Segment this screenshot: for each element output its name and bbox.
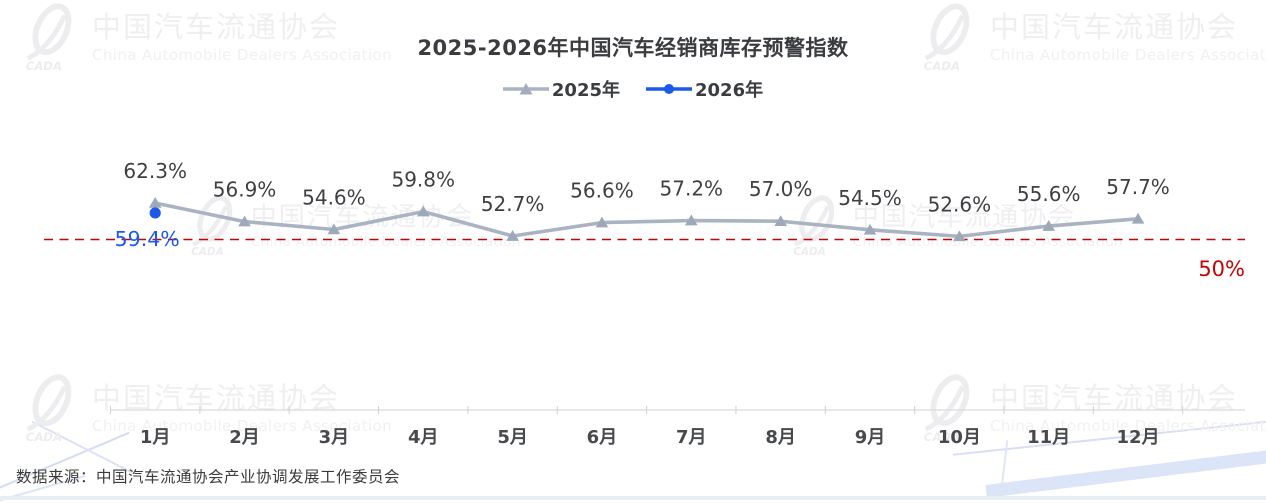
x-axis-label: 11月 xyxy=(1027,427,1070,448)
value-label-2025: 57.7% xyxy=(1106,175,1170,199)
legend-item-2025: 2025年 xyxy=(502,76,620,102)
legend-label-2025: 2025年 xyxy=(551,80,620,101)
x-axis-label: 7月 xyxy=(676,427,707,448)
page-title: 2025-2026年中国汽车经销商库存预警指数 xyxy=(417,36,849,60)
value-label-2025: 52.7% xyxy=(481,192,545,216)
x-axis-label: 1月 xyxy=(140,427,171,448)
value-label-2025: 54.6% xyxy=(302,185,366,209)
value-label-2025: 54.5% xyxy=(838,186,902,210)
series-2025-marker xyxy=(953,230,966,242)
series-2025-marker xyxy=(685,214,698,226)
series-2025-marker xyxy=(863,223,877,235)
data-source-text: 数据来源：中国汽车流通协会产业协调发展工作委员会 xyxy=(16,468,401,486)
value-label-2025: 52.6% xyxy=(928,192,992,216)
value-label-2025: 57.2% xyxy=(660,177,724,201)
x-axis-label: 8月 xyxy=(765,427,796,448)
legend-marker-2026-icon xyxy=(646,84,692,94)
series-2025-marker xyxy=(774,215,787,227)
value-label-2025: 57.0% xyxy=(749,177,813,201)
legend-label-2026: 2026年 xyxy=(695,80,764,101)
chart-legend: 2025年 2026年 xyxy=(0,76,1266,102)
series-2026-marker xyxy=(149,207,161,219)
value-label-2025: 56.6% xyxy=(570,179,634,203)
x-axis-label: 9月 xyxy=(855,427,886,448)
value-label-2025: 59.8% xyxy=(391,168,455,192)
legend-item-2026: 2026年 xyxy=(646,76,763,102)
series-2025-line xyxy=(153,201,1140,239)
series-2025-marker xyxy=(416,205,430,217)
value-label-2025: 62.3% xyxy=(123,159,187,183)
legend-marker-2025-icon xyxy=(502,83,549,95)
series-2025-marker xyxy=(506,230,519,241)
series-2025-marker xyxy=(1042,220,1055,231)
x-axis-label: 12月 xyxy=(1117,427,1160,448)
x-axis-label: 4月 xyxy=(408,427,439,448)
series-2025-marker xyxy=(148,197,162,208)
value-label-2025: 55.6% xyxy=(1017,182,1081,206)
value-label-2025: 56.9% xyxy=(213,178,277,202)
x-axis-label: 10月 xyxy=(938,427,981,448)
x-axis-label: 3月 xyxy=(319,427,350,448)
decorative-bottom-strip xyxy=(0,496,1266,500)
series-2025-marker xyxy=(327,223,341,235)
x-axis-label: 5月 xyxy=(497,427,528,448)
series-2025-marker xyxy=(1131,212,1145,224)
x-axis-label: 2月 xyxy=(229,427,260,448)
series-2025-marker xyxy=(238,215,251,227)
reference-line-label: 50% xyxy=(1198,257,1245,281)
x-axis-label: 6月 xyxy=(587,427,618,448)
series-2025-marker xyxy=(595,216,609,228)
value-label-2026: 59.4% xyxy=(115,227,180,251)
